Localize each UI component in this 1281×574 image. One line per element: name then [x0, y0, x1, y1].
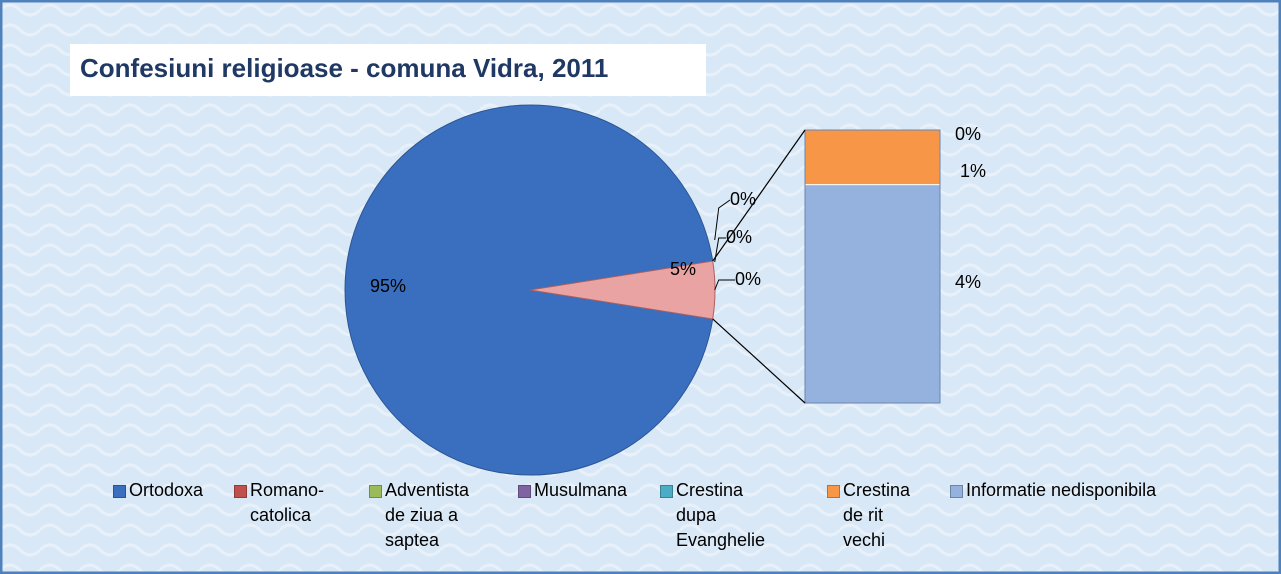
data-label: 4%	[955, 272, 981, 292]
legend-label: Crestina dupa Evanghelie	[676, 480, 766, 550]
leader-line	[714, 237, 726, 263]
data-label: 0%	[726, 227, 752, 247]
legend-item: Crestina de rit vechi	[827, 478, 910, 553]
legend-label: Adventista de ziua a saptea	[385, 480, 470, 550]
legend-swatch	[234, 485, 247, 498]
legend-item: Informatie nedisponibila	[950, 478, 1230, 503]
data-label: 95%	[370, 276, 406, 296]
legend-item: Adventista de ziua a saptea	[369, 478, 489, 553]
legend-swatch	[660, 485, 673, 498]
chart-title: Confesiuni religioase - comuna Vidra, 20…	[80, 53, 608, 83]
legend-swatch	[113, 485, 126, 498]
legend-swatch	[369, 485, 382, 498]
legend-label: Romano-catolica	[250, 480, 325, 525]
bar-segment	[804, 184, 941, 404]
bar-segment	[804, 129, 941, 186]
data-label: 0%	[955, 124, 981, 144]
legend-item: Romano-catolica	[234, 478, 324, 528]
legend-item: Crestina dupa Evanghelie	[660, 478, 765, 553]
legend-label: Ortodoxa	[129, 480, 204, 500]
pie-slice	[344, 104, 714, 476]
legend-label: Informatie nedisponibila	[966, 480, 1157, 500]
connector	[712, 129, 806, 262]
legend-swatch	[827, 485, 840, 498]
title-box	[70, 44, 706, 96]
data-label: 5%	[670, 259, 696, 279]
leader-line	[714, 279, 735, 291]
data-label: 0%	[735, 269, 761, 289]
legend-label: Crestina de rit vechi	[843, 480, 911, 550]
legend-swatch	[518, 485, 531, 498]
leader-line	[714, 199, 731, 241]
data-label: 1%	[960, 161, 986, 181]
legend-item: Musulmana	[518, 478, 648, 503]
connector	[712, 318, 806, 404]
bar-outline	[804, 129, 941, 404]
legend-label: Musulmana	[534, 480, 628, 500]
legend-swatch	[950, 485, 963, 498]
legend-item: Ortodoxa	[113, 478, 228, 503]
data-label: 0%	[730, 189, 756, 209]
